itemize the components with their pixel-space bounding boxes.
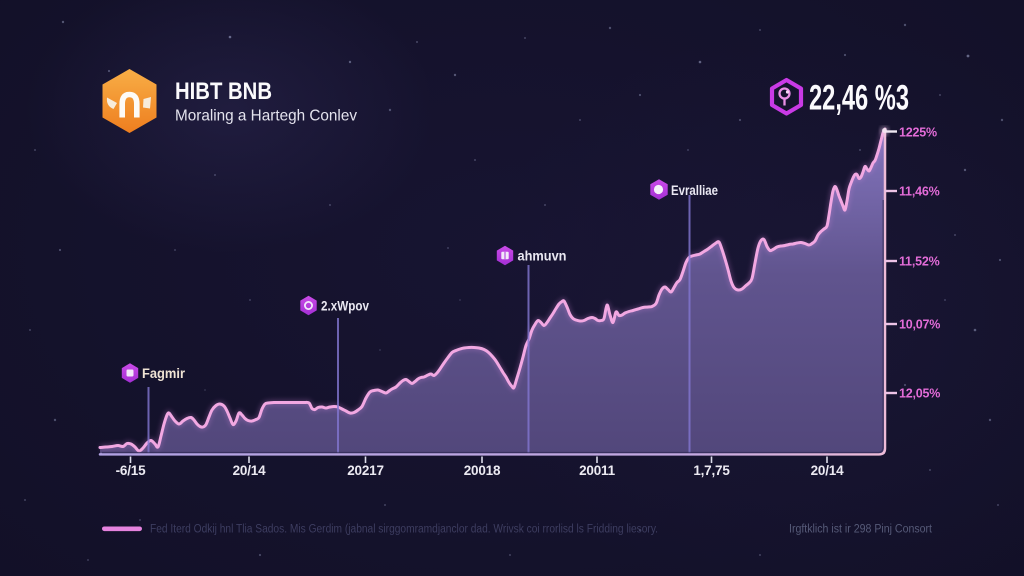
svg-text:12,05%: 12,05% [899, 387, 940, 401]
svg-text:20217: 20217 [347, 463, 384, 478]
svg-text:HIBT BNB: HIBT BNB [175, 78, 272, 105]
svg-text:-6/15: -6/15 [116, 463, 146, 478]
svg-text:Evralliae: Evralliae [671, 182, 718, 198]
svg-text:20/14: 20/14 [233, 463, 266, 478]
svg-text:20/14: 20/14 [811, 463, 844, 478]
svg-text:ahmuvn: ahmuvn [518, 248, 567, 264]
svg-text:20018: 20018 [464, 463, 501, 478]
svg-text:Irgftklich ist ir 298 Pinj Con: Irgftklich ist ir 298 Pinj Consort [789, 524, 933, 536]
svg-text:1,7,75: 1,7,75 [693, 463, 730, 478]
svg-text:10,07%: 10,07% [899, 318, 940, 332]
svg-text:Fagmir: Fagmir [142, 365, 185, 381]
svg-text:2.xWpov: 2.xWpov [321, 298, 369, 314]
svg-text:1225%: 1225% [899, 126, 937, 140]
svg-text:Fed Iterd Odkij hnl Tlia Sados: Fed Iterd Odkij hnl Tlia Sados. Mis Gerd… [150, 524, 658, 536]
svg-text:11,46%: 11,46% [899, 185, 940, 199]
svg-text:11,52%: 11,52% [899, 255, 940, 269]
svg-text:20011: 20011 [579, 463, 615, 478]
svg-text:Moraling a Hartegh Conlev: Moraling a Hartegh Conlev [175, 108, 357, 125]
svg-text:22,46 %3: 22,46 %3 [809, 79, 909, 118]
